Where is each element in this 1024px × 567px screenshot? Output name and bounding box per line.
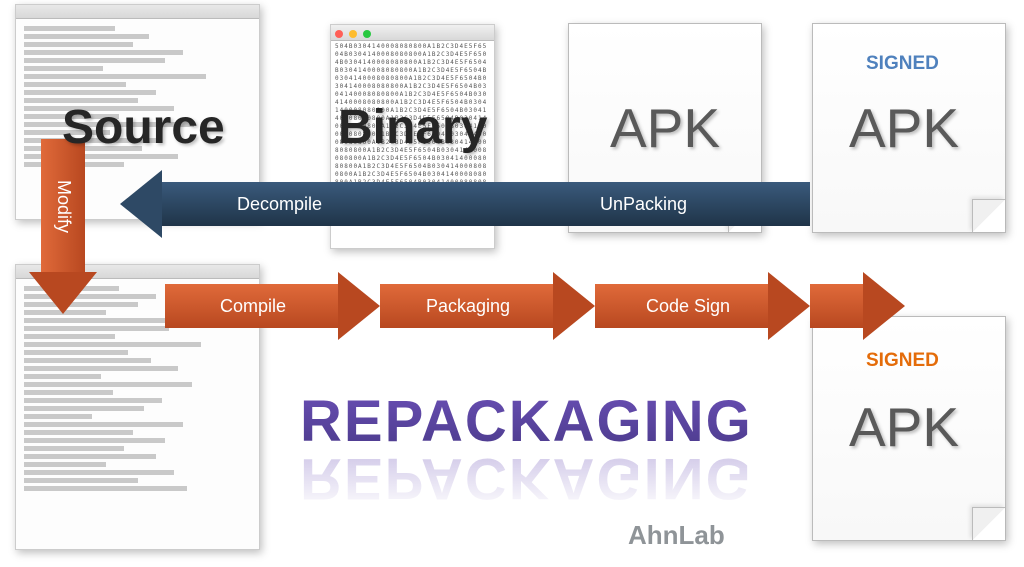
brand-label: AhnLab [628,520,725,551]
apk-original-label: APK [610,96,720,160]
modify-label: Modify [53,180,74,233]
signed-bottom-label: SIGNED [866,350,939,372]
unpack-decompile-arrow [120,182,810,226]
signed-top-label: SIGNED [866,53,939,75]
apk-signed-bottom-label: APK [849,395,959,459]
codesign-label: Code Sign [646,296,730,317]
binary-label: Binary [338,100,487,155]
repackaging-title: REPACKAGING REPACKAGING [300,388,753,512]
apk-signed-top-label: APK [849,96,959,160]
source-label: Source [62,100,225,155]
final-arrow-tip [810,284,905,328]
unpacking-label: UnPacking [600,194,687,215]
compile-label: Compile [220,296,286,317]
decompile-label: Decompile [237,194,322,215]
packaging-label: Packaging [426,296,510,317]
